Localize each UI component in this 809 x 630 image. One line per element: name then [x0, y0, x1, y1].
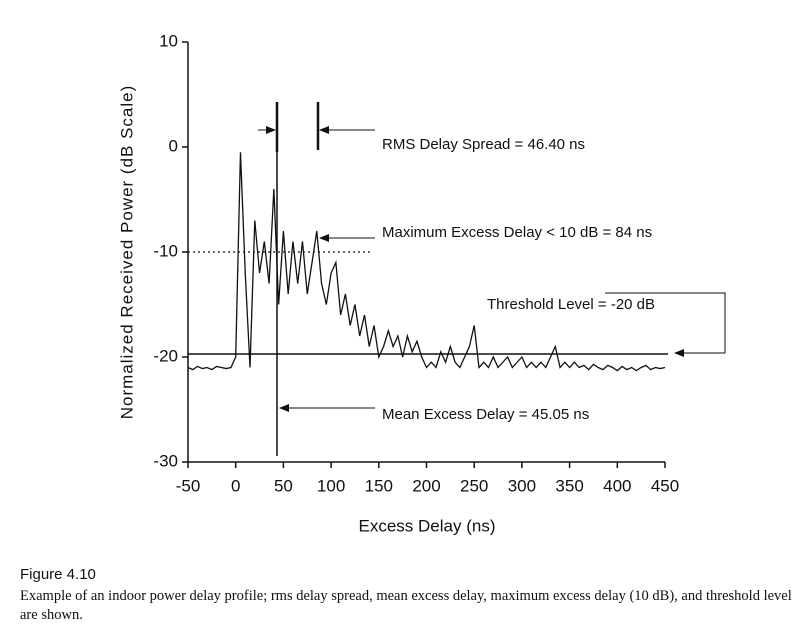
y-tick-label: -10 — [153, 241, 178, 260]
annotation: Mean Excess Delay = 45.05 ns — [382, 406, 589, 423]
x-tick-label: 50 — [274, 476, 293, 495]
x-tick-label: 200 — [412, 476, 440, 495]
x-tick-label: 350 — [555, 476, 583, 495]
x-axis-label: Excess Delay (ns) — [359, 516, 496, 535]
annotation: Threshold Level = -20 dB — [487, 296, 655, 313]
x-tick-label: -50 — [176, 476, 201, 495]
x-tick-label: 0 — [231, 476, 240, 495]
y-tick-label: 0 — [169, 136, 178, 155]
caption-text: Example of an indoor power delay profile… — [20, 588, 792, 623]
y-tick-label: 10 — [159, 31, 178, 50]
y-tick-label: -30 — [153, 451, 178, 470]
x-tick-label: 150 — [365, 476, 393, 495]
annotation: Maximum Excess Delay < 10 dB = 84 ns — [382, 224, 652, 241]
y-tick-label: -20 — [153, 346, 178, 365]
arrow — [605, 292, 726, 357]
data-line — [187, 152, 666, 372]
chart: RMS Delay Spread = 46.40 ns Maximum Exce… — [117, 31, 726, 535]
x-tick-label: 100 — [317, 476, 345, 495]
x-tick-label: 250 — [460, 476, 488, 495]
x-tick-label: 400 — [603, 476, 631, 495]
x-tick-label: 300 — [508, 476, 536, 495]
annotation: RMS Delay Spread = 46.40 ns — [382, 136, 585, 153]
figure-label: Figure 4.10 — [20, 566, 96, 583]
y-axis-label: Normalized Received Power (dB Scale) — [117, 85, 136, 420]
x-tick-label: 450 — [651, 476, 679, 495]
annotation-graphics — [187, 42, 726, 463]
